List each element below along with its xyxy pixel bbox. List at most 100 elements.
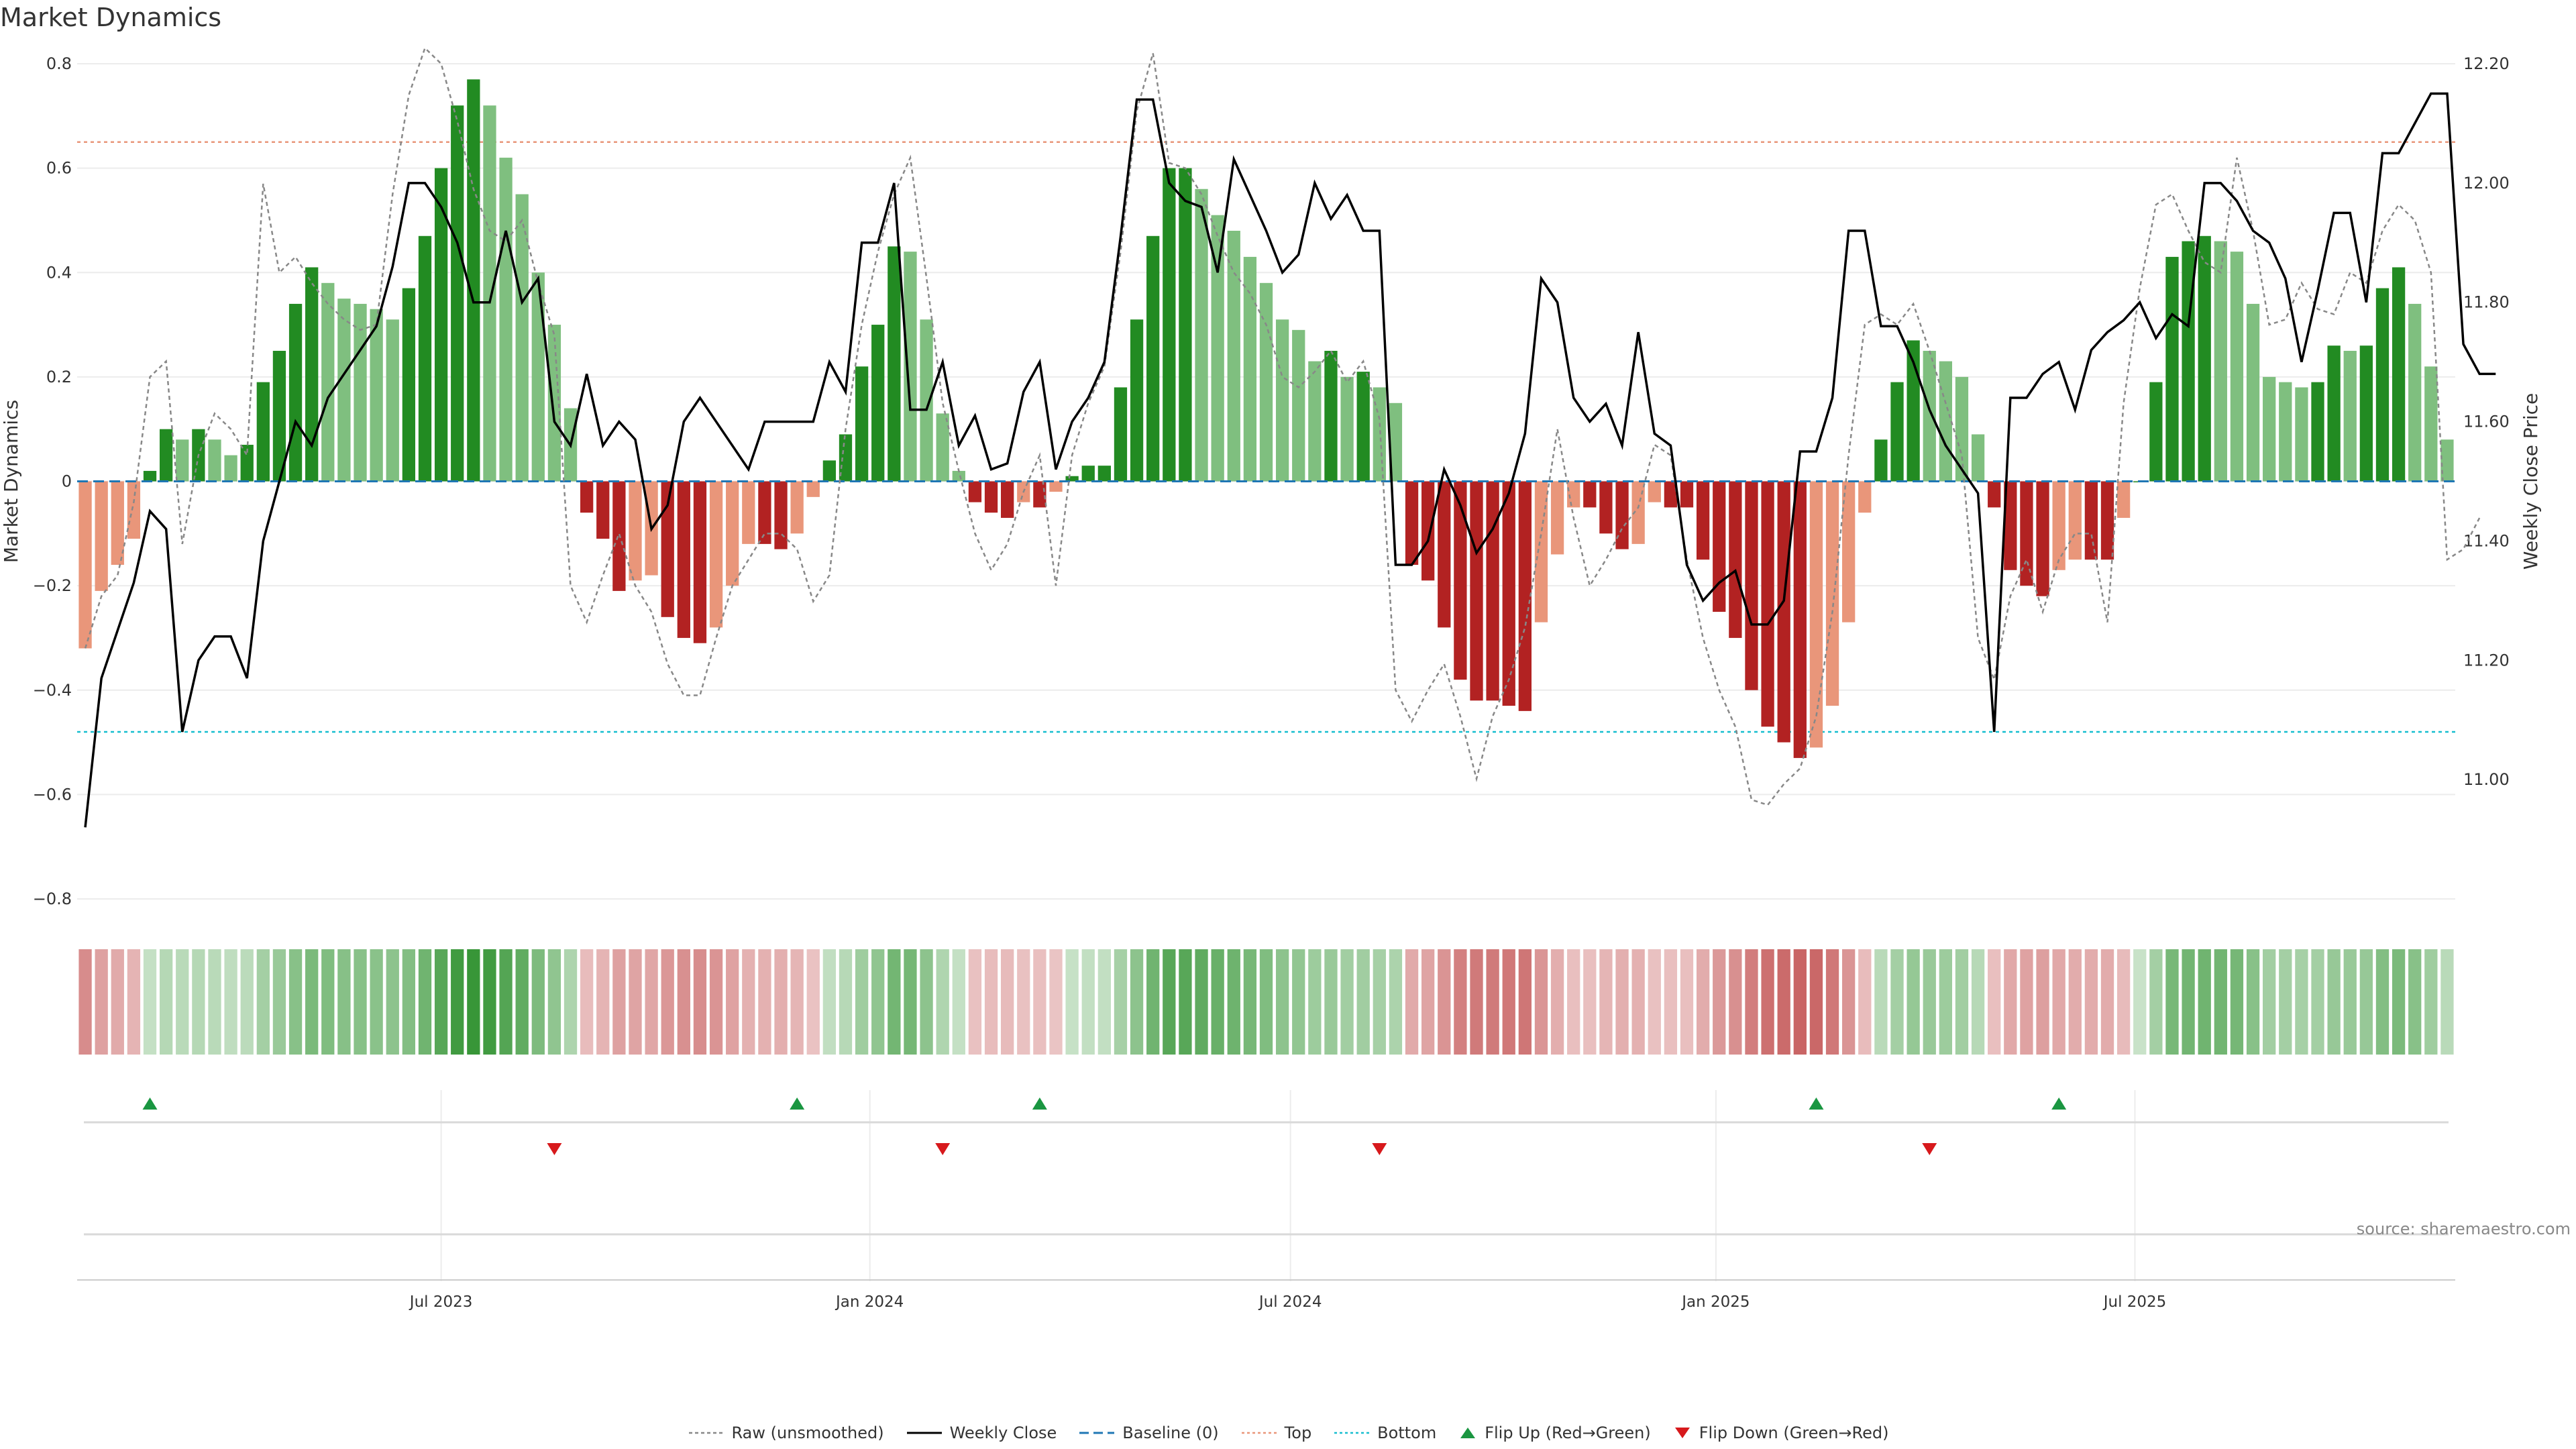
legend-label-flip-up: Flip Up (Red→Green): [1485, 1424, 1651, 1442]
dynamics-bar: [2052, 481, 2065, 570]
dynamics-bar: [1163, 168, 1176, 482]
heat-strip-cell: [855, 949, 869, 1055]
dynamics-bar: [968, 481, 982, 502]
dynamics-bar: [78, 481, 92, 649]
heat-strip-cell: [1081, 949, 1095, 1055]
heat-strip-cell: [677, 949, 690, 1055]
dynamics-bar: [2230, 252, 2244, 482]
dynamics-bar: [288, 303, 303, 482]
y-tick-label-right: 11.60: [2463, 413, 2510, 431]
heat-strip-cell: [1470, 949, 1483, 1055]
dynamics-bar: [1049, 481, 1063, 492]
heat-strip-cell: [904, 949, 917, 1055]
dynamics-bar: [1146, 235, 1160, 482]
dynamics-bar: [758, 481, 771, 544]
heat-strip-cell: [499, 949, 513, 1055]
legend-item-raw: Raw (unsmoothed): [688, 1424, 884, 1442]
heat-strip-cell: [1729, 949, 1742, 1055]
x-tick-label: Jan 2025: [1680, 1293, 1750, 1311]
dynamics-bar: [920, 319, 933, 482]
dynamics-bar: [2327, 345, 2341, 482]
dynamics-bar: [1130, 319, 1144, 482]
dynamics-bar: [402, 288, 416, 482]
dynamics-bar: [2116, 481, 2131, 518]
heat-strip-cell: [2116, 949, 2131, 1055]
dynamics-bar: [1923, 350, 1936, 482]
heat-strip-cell: [888, 949, 901, 1055]
dynamics-bar: [1275, 319, 1289, 482]
heat-strip-cell: [1713, 949, 1726, 1055]
heat-strip-cell: [742, 949, 755, 1055]
dynamics-bar: [2263, 376, 2276, 482]
dynamics-bar: [1648, 481, 1661, 502]
heat-strip-cell: [1923, 949, 1936, 1055]
heat-strip-cell: [1599, 949, 1613, 1055]
heat-strip-cell: [2327, 949, 2341, 1055]
x-tick-label: Jul 2024: [1258, 1293, 1322, 1311]
heat-strip-cell: [1486, 949, 1499, 1055]
heat-strip-cell: [1696, 949, 1710, 1055]
heat-strip-cell: [370, 949, 383, 1055]
flip-up-marker: [1809, 1097, 1824, 1110]
dynamics-bar: [2359, 345, 2373, 482]
heat-strip-cell: [451, 949, 464, 1055]
heat-strip-cell: [1146, 949, 1160, 1055]
heat-strip-cell: [1971, 949, 1985, 1055]
heat-strip-cell: [629, 949, 642, 1055]
heat-strip-cell: [1583, 949, 1597, 1055]
heat-strip-cell: [1195, 949, 1208, 1055]
heat-strip-cell: [2036, 949, 2049, 1055]
heat-strip-cell: [1373, 949, 1386, 1055]
dynamics-bar: [2068, 481, 2082, 560]
dynamics-bar: [2408, 303, 2422, 482]
heat-strip-cell: [402, 949, 416, 1055]
heat-strip-cell: [1777, 949, 1790, 1055]
dynamics-bar: [224, 455, 237, 482]
dynamics-bar: [1550, 481, 1564, 555]
legend-label-raw: Raw (unsmoothed): [731, 1424, 884, 1442]
dynamics-bar: [822, 460, 837, 482]
heat-strip-cell: [2343, 949, 2357, 1055]
dynamics-bar: [111, 481, 124, 565]
dynamics-bar: [1470, 481, 1483, 701]
dynamics-bar: [2424, 366, 2438, 482]
dynamics-bar: [839, 434, 853, 482]
dynamics-bar: [1033, 481, 1046, 508]
dynamics-bar: [1405, 481, 1419, 565]
heat-strip-cell: [2230, 949, 2244, 1055]
dynamics-bar: [176, 439, 189, 482]
dynamics-bar: [709, 481, 723, 628]
heat-strip-cell: [2182, 949, 2195, 1055]
flip-down-marker: [1922, 1143, 1937, 1155]
dynamics-bar: [1308, 361, 1322, 482]
heat-strip-cell: [1163, 949, 1176, 1055]
heat-strip-cell: [2133, 949, 2147, 1055]
heat-strip-cell: [1939, 949, 1953, 1055]
dynamics-bar: [1534, 481, 1548, 623]
y-tick-label-right: 11.20: [2463, 651, 2510, 669]
y-tick-label-left: −0.6: [33, 785, 72, 804]
heat-strip-cell: [127, 949, 141, 1055]
heat-strip-cell: [256, 949, 270, 1055]
legend-item-baseline: Baseline (0): [1078, 1424, 1219, 1442]
heat-strip-cell: [547, 949, 561, 1055]
dynamics-bar: [2392, 267, 2406, 482]
heat-strip-cell: [1615, 949, 1629, 1055]
dynamics-bar: [1680, 481, 1694, 508]
heat-strip-cell: [354, 949, 367, 1055]
heat-strip-cell: [1809, 949, 1823, 1055]
dynamics-bar: [1858, 481, 1872, 513]
x-tick-label: Jul 2023: [409, 1293, 473, 1311]
dynamics-bar: [1907, 340, 1920, 482]
dynamics-bar: [952, 470, 965, 482]
heat-strip-cell: [1243, 949, 1257, 1055]
dynamics-bar: [531, 272, 545, 482]
dynamics-bar: [1486, 481, 1499, 701]
legend-label-close: Weekly Close: [949, 1424, 1057, 1442]
heat-strip-cell: [240, 949, 254, 1055]
dynamics-bar: [240, 445, 254, 482]
dynamics-bar: [855, 366, 869, 482]
legend-label-flip-down: Flip Down (Green→Red): [1699, 1424, 1889, 1442]
dynamics-bar: [354, 303, 367, 482]
heat-strip-cell: [839, 949, 853, 1055]
